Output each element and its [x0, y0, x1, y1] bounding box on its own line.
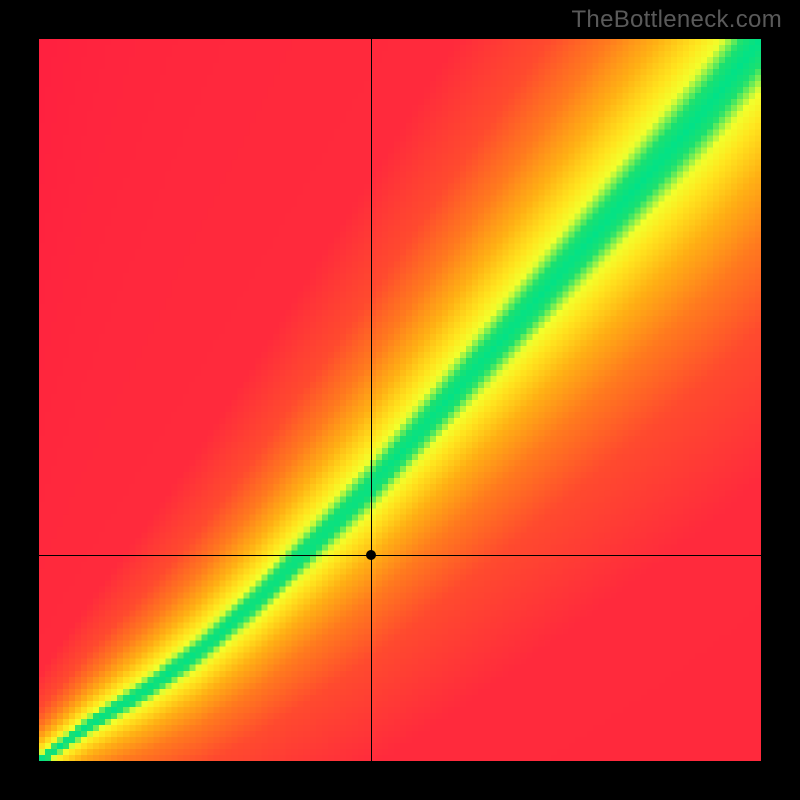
crosshair-horizontal — [39, 555, 761, 556]
bottleneck-heatmap — [39, 39, 761, 761]
crosshair-marker — [366, 550, 376, 560]
heatmap-canvas — [39, 39, 761, 761]
crosshair-vertical — [371, 39, 372, 761]
watermark-text: TheBottleneck.com — [571, 6, 782, 34]
